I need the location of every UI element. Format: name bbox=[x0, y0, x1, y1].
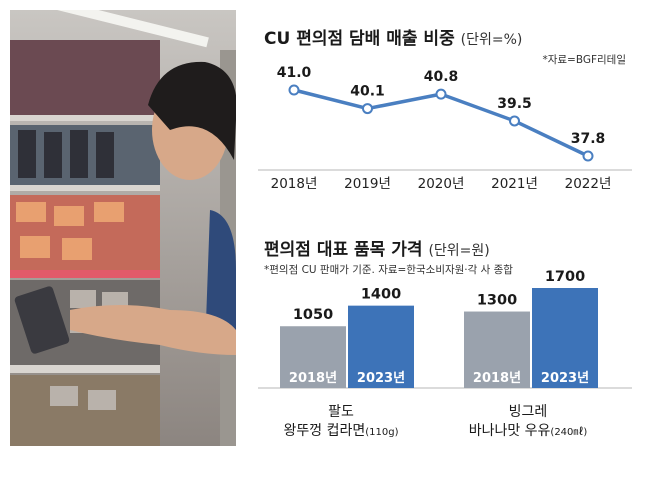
line-point bbox=[288, 84, 300, 96]
store-shelf-illustration bbox=[10, 10, 236, 446]
bar-year-label: 2018년 bbox=[289, 371, 337, 386]
store-photo bbox=[10, 10, 236, 446]
bar-value-label: 1300 bbox=[477, 293, 517, 309]
bar-chart-title: 편의점 대표 품목 가격 (단위=원) bbox=[264, 235, 490, 260]
product-caption-ramen: 팔도 왕뚜껑 컵라면(110g) bbox=[276, 403, 406, 442]
bar-value-label: 1400 bbox=[361, 287, 401, 303]
product-ramen-name: 왕뚜껑 컵라면 bbox=[283, 423, 366, 439]
product-caption-milk: 빙그레 바나나맛 우유(240㎖) bbox=[458, 403, 598, 442]
line-chart-source: *자료=BGF리테일 bbox=[542, 54, 626, 66]
bar bbox=[348, 305, 414, 388]
line-value-label: 41.0 bbox=[277, 65, 312, 81]
line-x-tick-label: 2018년 bbox=[271, 176, 318, 192]
line-point bbox=[362, 103, 373, 115]
line-x-tick-label: 2020년 bbox=[418, 176, 465, 192]
bar-value-label: 1700 bbox=[545, 269, 585, 285]
bar-year-label: 2023년 bbox=[357, 371, 405, 386]
line-chart-title-text: CU 편의점 담배 매출 비중 bbox=[264, 29, 455, 49]
product-milk-size: (240㎖) bbox=[550, 427, 588, 438]
line-chart-unit: (단위=%) bbox=[460, 32, 523, 48]
bar-value-label: 1050 bbox=[293, 307, 333, 323]
product-milk-name: 바나나맛 우유 bbox=[468, 423, 551, 439]
line-point bbox=[435, 88, 447, 100]
bar-chart: 1050 2018년 1400 2023년 1300 2018년 1700 2023년 bbox=[258, 269, 632, 389]
line-chart: 41.0 2018년 40.1 2019년 40.8 2020년 39.5 2021년 37.8… bbox=[258, 65, 632, 192]
infographic-panel: CU 편의점 담배 매출 비중 (단위=%) *자료=BGF리테일 41.0 20… bbox=[236, 10, 654, 446]
line-x-tick-label: 2021년 bbox=[491, 176, 538, 192]
bar-chart-title-text: 편의점 대표 품목 가격 bbox=[264, 240, 423, 260]
bar-chart-note: *편의점 CU 판매가 기준. 자료=한국소비자원·각 사 종합 bbox=[264, 264, 513, 276]
line-value-label: 40.1 bbox=[350, 84, 385, 100]
bar bbox=[464, 311, 530, 388]
line-point bbox=[509, 115, 520, 127]
product-milk-brand: 빙그레 bbox=[508, 404, 548, 420]
line-point bbox=[582, 150, 594, 162]
bar-year-label: 2018년 bbox=[473, 371, 521, 386]
line-x-tick-label: 2019년 bbox=[344, 176, 391, 192]
bar bbox=[532, 288, 598, 388]
product-ramen-brand: 팔도 bbox=[328, 404, 354, 420]
bar-year-label: 2023년 bbox=[541, 371, 589, 386]
product-ramen-size: (110g) bbox=[365, 427, 399, 438]
person bbox=[14, 50, 236, 446]
line-value-label: 40.8 bbox=[424, 69, 459, 85]
shelves bbox=[10, 40, 160, 446]
line-value-label: 39.5 bbox=[497, 96, 532, 112]
bar bbox=[280, 326, 346, 388]
bar-chart-unit: (단위=원) bbox=[428, 243, 490, 259]
line-chart-title: CU 편의점 담배 매출 비중 (단위=%) bbox=[264, 24, 522, 49]
line-x-tick-label: 2022년 bbox=[565, 176, 612, 192]
line-value-label: 37.8 bbox=[571, 131, 606, 147]
